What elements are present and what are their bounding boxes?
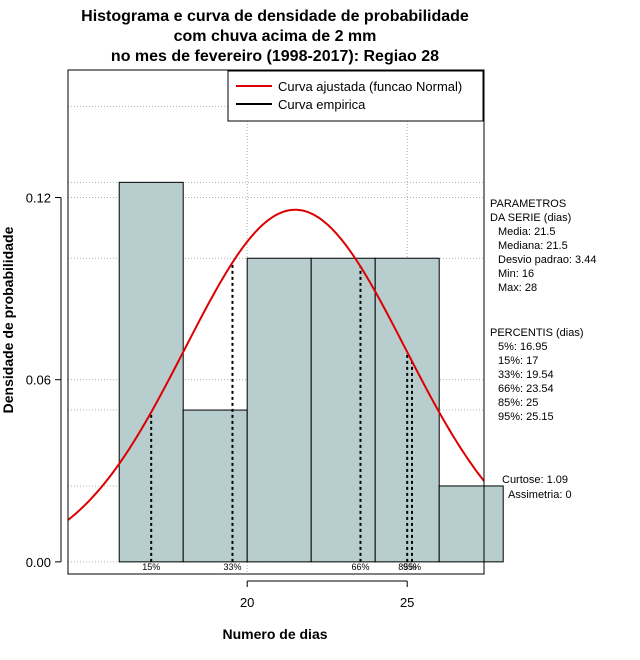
params-title-1: PARAMETROS (490, 198, 566, 210)
param-desvio: Desvio padrao: 3.44 (498, 254, 596, 266)
curves (68, 208, 484, 521)
percentis-title: PERCENTIS (dias) (490, 327, 584, 339)
chart-title-line-1: Histograma e curva de densidade de proba… (81, 8, 469, 25)
percentiles-panel: PERCENTIS (dias) 5%: 16.95 15%: 17 33%: … (490, 327, 584, 423)
legend: Curva ajustada (funcao Normal) Curva emp… (227, 70, 484, 122)
percentile-label-66: 66% (351, 562, 369, 572)
chart-title-line-3: no mes de fevereiro (1998-2017): Regiao … (111, 48, 439, 65)
percentil-5: 5%: 16.95 (498, 341, 548, 353)
histogram-bar-6 (438, 485, 504, 563)
param-max: Max: 28 (498, 282, 537, 294)
y-tick-label-1: 0.06 (26, 373, 51, 388)
histogram-bar-3 (246, 257, 312, 563)
percentil-15: 15%: 17 (498, 355, 538, 367)
curtose-value: Curtose: 1.09 (502, 474, 568, 486)
fitted-normal-curve (68, 208, 484, 521)
axes: 0.00 0.06 0.12 20 25 (26, 191, 415, 610)
percentil-95: 95%: 25.15 (498, 411, 554, 423)
shape-stats-panel: Curtose: 1.09 Assimetria: 0 (502, 474, 572, 501)
series-parameters-panel: PARAMETROS DA SERIE (dias) Media: 21.5 M… (490, 198, 596, 294)
assimetria-value: Assimetria: 0 (508, 489, 572, 501)
percentil-33: 33%: 19.54 (498, 369, 554, 381)
param-mediana: Mediana: 21.5 (498, 240, 568, 252)
y-tick-label-2: 0.12 (26, 191, 51, 206)
x-axis-title: Numero de dias (222, 626, 327, 642)
percentile-label-33: 33% (223, 562, 241, 572)
plot-frame (67, 69, 485, 575)
x-tick-label-1: 25 (400, 595, 414, 610)
percentile-label-15: 15% (142, 562, 160, 572)
params-title-2: DA SERIE (dias) (490, 212, 571, 224)
y-axis-title: Densidade de probabilidade (0, 226, 16, 413)
param-media: Media: 21.5 (498, 226, 555, 238)
histogram-bar-4 (310, 257, 376, 563)
percentile-label-85: 85% (398, 562, 416, 572)
x-tick-label-0: 20 (240, 595, 254, 610)
histogram-bars (118, 181, 504, 563)
histogram-bar-2 (182, 409, 248, 563)
chart-title-line-2: com chuva acima de 2 mm (174, 28, 377, 45)
y-tick-label-0: 0.00 (26, 555, 51, 570)
percentil-66: 66%: 23.54 (498, 383, 554, 395)
param-min: Min: 16 (498, 268, 534, 280)
percentil-85: 85%: 25 (498, 397, 538, 409)
legend-fitted-label: Curva ajustada (funcao Normal) (278, 79, 462, 94)
percentile-label-95: 95% (403, 562, 421, 572)
legend-empirical-label: Curva empirica (278, 97, 366, 112)
percentile-lines: 15% 33% 66% 85%95% (142, 262, 421, 572)
legend-box (227, 70, 484, 122)
